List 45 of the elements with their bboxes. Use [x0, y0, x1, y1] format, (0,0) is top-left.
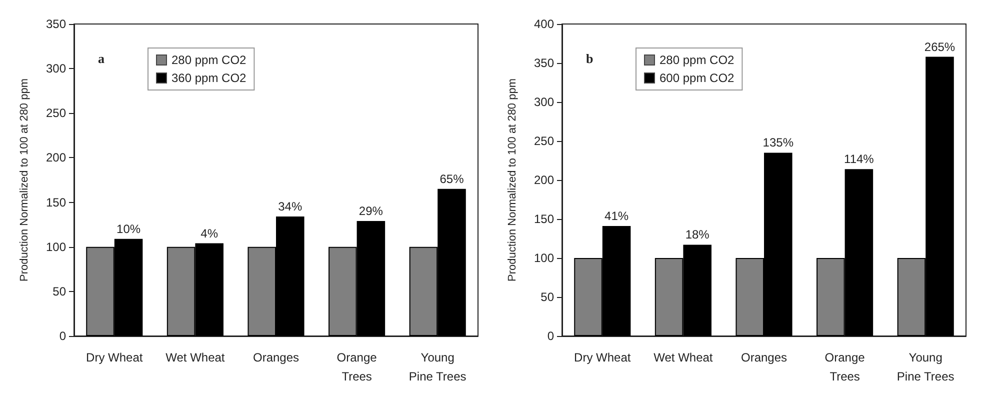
annotation: 135% — [762, 136, 794, 150]
y-tick-label: 350 — [46, 17, 66, 31]
y-tick-label: 100 — [534, 251, 554, 265]
legend-label: 280 ppm CO2 — [660, 53, 735, 67]
y-tick-label: 150 — [46, 195, 66, 210]
annotation: 10% — [116, 222, 141, 236]
y-tick-label: 100 — [46, 240, 66, 254]
y-axis-title: Production Normalized to 100 at 280 ppm — [18, 78, 30, 282]
x-tick-label: Young Pine Trees — [408, 350, 466, 384]
y-axis-title: Production Normalized to 100 at 280 ppm — [506, 78, 518, 282]
x-tick-label: Dry Wheat — [574, 350, 632, 364]
y-tick-label: 200 — [46, 150, 66, 165]
annotation: 114% — [844, 152, 874, 166]
y-tick-label: 250 — [46, 106, 66, 120]
y-tick-label: 0 — [547, 329, 554, 343]
x-tick-label: Oranges — [740, 350, 788, 364]
x-tick-label: Dry Wheat — [86, 350, 144, 364]
y-tick-label: 200 — [534, 173, 554, 187]
annotation: 4% — [200, 226, 218, 240]
annotation: 265% — [924, 40, 956, 54]
annotation: b — [586, 51, 594, 66]
annotation: 65% — [440, 172, 464, 186]
x-tick-label: Wet Wheat — [166, 350, 226, 364]
y-tick-label: 350 — [534, 56, 554, 70]
y-tick-label: 250 — [534, 134, 554, 148]
annotation: a — [98, 51, 105, 66]
x-tick-label: Wet Wheat — [654, 350, 714, 364]
y-tick-label: 150 — [534, 212, 554, 226]
annotation: 41% — [604, 209, 629, 224]
legend-label: 360 ppm CO2 — [172, 71, 247, 85]
x-tick-label: Young Pine Trees — [896, 350, 954, 384]
legend-label: 280 ppm CO2 — [172, 53, 247, 67]
y-tick-label: 50 — [52, 284, 66, 298]
y-tick-label: 400 — [534, 17, 554, 31]
y-tick-label: 300 — [46, 62, 66, 76]
x-tick-label: Oranges — [252, 350, 300, 364]
annotation: 34% — [278, 200, 302, 214]
y-tick-label: 300 — [534, 95, 554, 109]
x-tick-label: Orange Trees — [824, 350, 866, 384]
annotation: 18% — [685, 228, 710, 242]
legend-label: 600 ppm CO2 — [660, 71, 735, 85]
annotation: 29% — [358, 204, 384, 218]
y-tick-label: 50 — [540, 290, 554, 304]
x-tick-label: Orange Trees — [336, 350, 378, 384]
y-tick-label: 0 — [59, 329, 66, 343]
